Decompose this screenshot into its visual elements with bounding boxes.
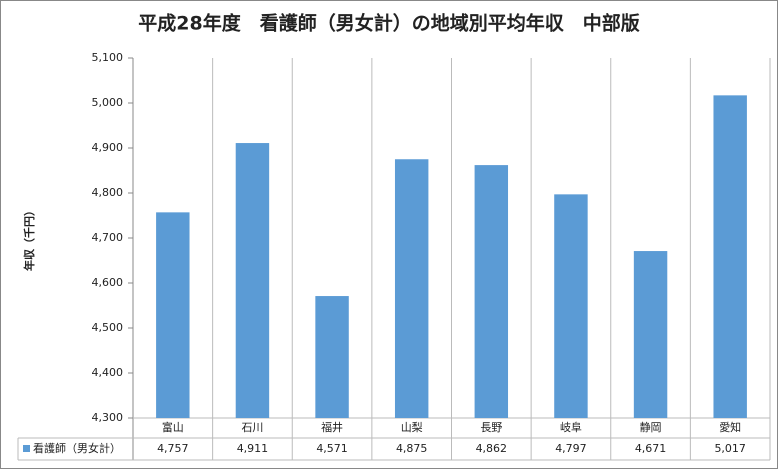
x-tick-label: 岐阜 (560, 421, 582, 434)
y-tick-label: 4,400 (92, 366, 124, 379)
table-value: 4,797 (555, 442, 587, 455)
x-tick-label: 富山 (162, 420, 184, 434)
table-value: 4,911 (237, 442, 269, 455)
bar (474, 165, 509, 418)
table-value: 4,571 (316, 442, 348, 455)
bar (394, 159, 429, 418)
y-tick-label: 4,900 (92, 141, 124, 154)
x-tick-label: 石川 (241, 421, 263, 434)
x-tick-label: 長野 (480, 421, 502, 434)
y-tick-label: 4,800 (92, 186, 124, 199)
x-tick-label: 山梨 (401, 420, 423, 434)
bar (235, 143, 270, 419)
x-tick-label: 静岡 (640, 420, 662, 434)
x-tick-label: 愛知 (719, 420, 741, 434)
table-value: 4,862 (476, 442, 508, 455)
legend-swatch (23, 445, 30, 452)
y-tick-label: 4,300 (92, 411, 124, 424)
y-tick-label: 4,600 (92, 276, 124, 289)
bar (315, 296, 349, 418)
y-axis-label: 年収（千円） (22, 205, 36, 271)
legend-label: 看護師（男女計） (33, 441, 121, 455)
table-value: 4,757 (157, 442, 189, 455)
table-value: 4,671 (635, 442, 667, 455)
y-tick-label: 4,700 (92, 231, 124, 244)
bar (554, 194, 588, 418)
table-value: 4,875 (396, 442, 428, 455)
y-tick-label: 5,000 (92, 96, 124, 109)
y-tick-label: 4,500 (92, 321, 124, 334)
bar (633, 251, 668, 418)
chart-title: 平成28年度 看護師（男女計）の地域別平均年収 中部版 (138, 12, 639, 35)
y-tick-label: 5,100 (92, 51, 124, 64)
table-value: 5,017 (714, 442, 746, 455)
bar (713, 95, 747, 418)
x-tick-label: 福井 (321, 420, 343, 434)
bar (156, 212, 190, 418)
